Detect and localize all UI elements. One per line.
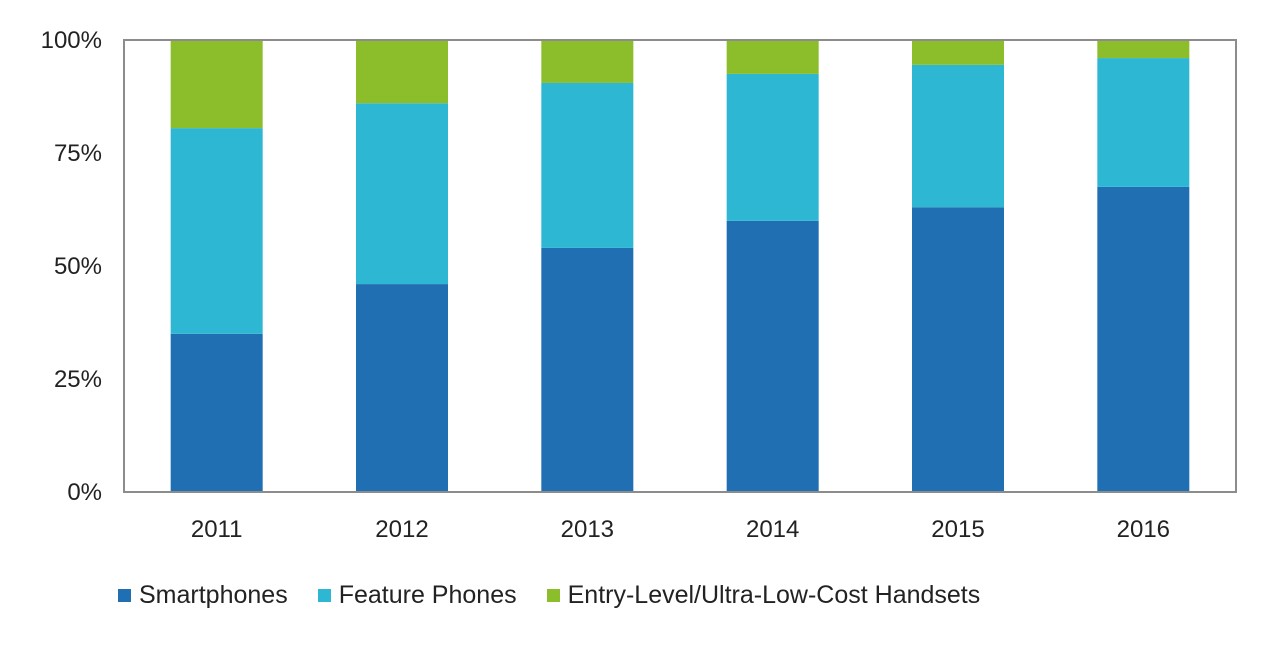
x-tick-label: 2016 — [1117, 516, 1170, 543]
legend-label: Smartphones — [139, 580, 288, 609]
bar-segment-2015-series-1 — [912, 64, 1004, 208]
bar-segment-2016-series-0 — [1097, 186, 1190, 492]
x-axis-ticks: 2011 2012 2013 2014 2015 2016 — [191, 516, 1170, 543]
bar-segment-2014-series-1 — [726, 73, 819, 221]
bars-layer — [170, 40, 1190, 493]
bar-segment-2012-series-2 — [356, 40, 448, 104]
bar-segment-2016-series-2 — [1097, 40, 1190, 59]
legend-swatch — [317, 588, 331, 602]
y-tick-label: 100% — [41, 27, 102, 54]
bar-segment-2014-series-0 — [726, 220, 819, 493]
bar-segment-2016-series-1 — [1097, 58, 1190, 187]
bar-segment-2011-series-0 — [170, 333, 263, 492]
y-tick-label: 25% — [54, 366, 102, 393]
bar-segment-2013-series-1 — [541, 82, 634, 248]
bar-segment-2012-series-0 — [356, 284, 448, 492]
legend-item-series-1: Feature Phones — [317, 580, 517, 610]
legend-item-series-2: Entry-Level/Ultra-Low-Cost Handsets — [546, 580, 981, 610]
bar-segment-2011-series-1 — [170, 128, 263, 334]
bar-segment-2015-series-2 — [912, 40, 1004, 65]
bar-segment-2014-series-2 — [726, 40, 819, 74]
y-axis-ticks: 0% 25% 50% 75% 100% — [41, 27, 102, 506]
bar-segment-2012-series-1 — [356, 103, 448, 285]
legend-swatch — [118, 588, 131, 602]
legend: Smartphones Feature Phones Entry-Level/Ult… — [118, 577, 1010, 613]
y-tick-label: 75% — [54, 140, 102, 167]
y-tick-label: 0% — [67, 479, 102, 506]
legend-item-series-0: Smartphones — [118, 581, 288, 610]
bar-segment-2013-series-0 — [541, 247, 634, 492]
legend-label: Feature Phones — [338, 580, 517, 609]
legend-swatch — [546, 588, 560, 602]
x-tick-label: 2015 — [931, 516, 984, 543]
bar-segment-2013-series-2 — [541, 40, 634, 83]
y-tick-label: 50% — [54, 253, 102, 280]
bar-segment-2015-series-0 — [912, 207, 1004, 493]
x-tick-label: 2013 — [561, 516, 614, 543]
bar-segment-2011-series-2 — [170, 40, 263, 129]
x-tick-label: 2011 — [191, 516, 243, 543]
plot-area-border — [123, 39, 1237, 493]
x-tick-label: 2012 — [375, 516, 428, 543]
legend-label: Entry-Level/Ultra-Low-Cost Handsets — [567, 580, 981, 609]
x-tick-label: 2014 — [746, 516, 799, 543]
